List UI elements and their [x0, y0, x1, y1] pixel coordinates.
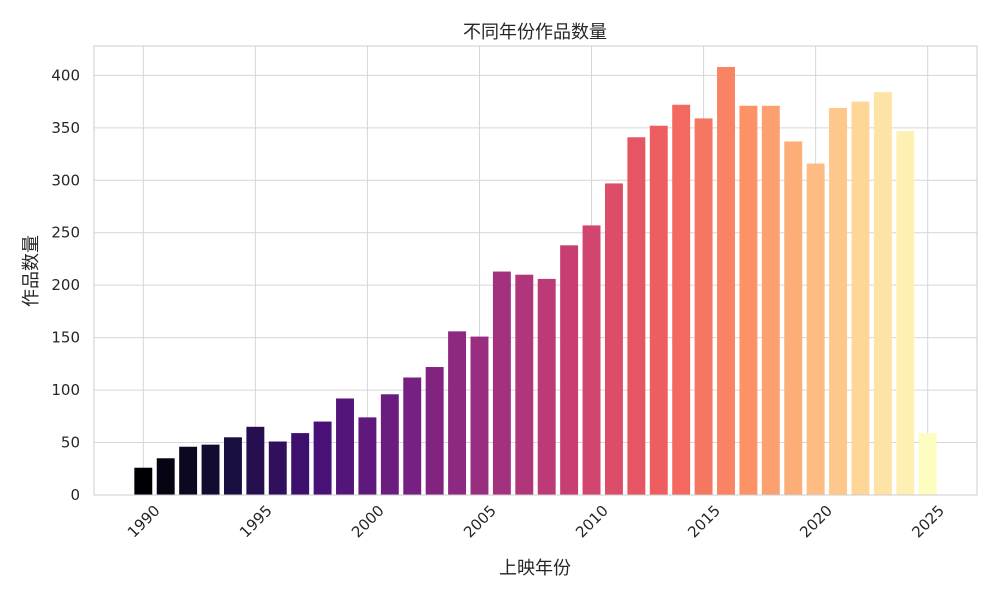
bar-2021 — [829, 107, 848, 495]
bar-1998 — [313, 421, 332, 495]
y-axis-label: 作品数量 — [21, 235, 42, 307]
x-tick-label: 2015 — [684, 502, 724, 542]
y-tick-label: 50 — [61, 434, 80, 452]
bar-1991 — [156, 458, 175, 495]
bar-2022 — [851, 101, 870, 495]
bar-2012 — [627, 137, 646, 496]
bars — [134, 66, 937, 496]
y-tick-label: 150 — [51, 329, 80, 347]
bar-2014 — [672, 104, 691, 495]
x-tick-label: 2000 — [348, 502, 388, 542]
x-tick-label: 2010 — [572, 502, 612, 542]
bar-2010 — [582, 225, 601, 495]
x-tick-label: 2025 — [908, 502, 948, 542]
x-axis-label: 上映年份 — [499, 558, 571, 579]
bar-2007 — [515, 274, 534, 495]
x-tick-labels: 1990 1995 2000 2005 2010 2015 2020 2025 — [124, 502, 948, 542]
bar-2019 — [784, 141, 803, 495]
bar-2001 — [380, 394, 399, 495]
y-tick-label: 250 — [51, 224, 80, 242]
bar-1993 — [201, 444, 220, 495]
bar-2023 — [873, 92, 892, 496]
bar-1997 — [291, 433, 310, 495]
x-tick-label: 2005 — [460, 502, 500, 542]
y-tick-label: 400 — [51, 66, 80, 84]
y-tick-label: 200 — [51, 276, 80, 294]
chart-title: 不同年份作品数量 — [463, 22, 607, 43]
bar-1999 — [336, 398, 354, 495]
bar-2009 — [560, 245, 579, 495]
bar-2000 — [358, 417, 377, 495]
bar-2008 — [537, 278, 556, 495]
bar-2024 — [896, 130, 915, 495]
y-tick-label: 350 — [51, 119, 80, 137]
bar-2018 — [761, 105, 780, 496]
bar-2003 — [425, 367, 444, 495]
bar-2015 — [694, 118, 713, 496]
bar-2004 — [448, 331, 467, 495]
bar-2011 — [604, 183, 623, 496]
x-tick-label: 1995 — [236, 502, 276, 542]
bar-1995 — [246, 426, 265, 495]
bar-1992 — [179, 446, 198, 495]
plot-frame — [93, 45, 978, 496]
x-tick-label: 1990 — [124, 502, 164, 542]
y-tick-label: 300 — [51, 171, 80, 189]
bar-2013 — [649, 125, 668, 495]
bar-2006 — [492, 271, 511, 495]
bar-1996 — [268, 441, 287, 495]
y-tick-label: 0 — [70, 486, 80, 504]
bar-2002 — [403, 377, 422, 495]
bar-2017 — [739, 105, 758, 496]
y-tick-labels: 0 50 100 150 200 250 300 350 400 — [51, 66, 80, 504]
x-tick-label: 2020 — [796, 502, 836, 542]
y-tick-label: 100 — [51, 381, 80, 399]
bar-2025 — [918, 433, 937, 495]
bar-2020 — [806, 163, 825, 495]
bar-2005 — [470, 336, 489, 495]
bar-1994 — [223, 437, 242, 495]
bar-2016 — [717, 66, 735, 495]
bar-1990 — [134, 467, 153, 495]
